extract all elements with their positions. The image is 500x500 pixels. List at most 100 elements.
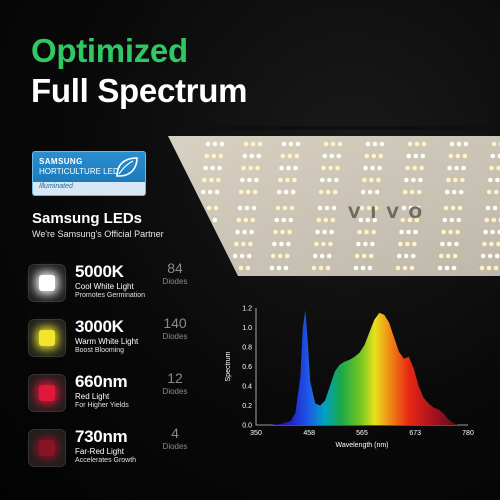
panel-led-dot bbox=[479, 265, 485, 271]
y-tick-label: 0.2 bbox=[242, 403, 252, 410]
panel-led-dot bbox=[458, 189, 464, 195]
panel-led-dot bbox=[373, 205, 379, 211]
panel-led-dot bbox=[411, 177, 416, 183]
panel-led-dot bbox=[326, 253, 332, 259]
panel-led-dot bbox=[370, 241, 375, 247]
panel-led-dot bbox=[484, 217, 490, 223]
panel-led-dot bbox=[398, 241, 403, 247]
led-count-label: Diodes bbox=[162, 442, 188, 451]
panel-led-dot bbox=[366, 205, 372, 211]
led-name: Cool White Light bbox=[75, 282, 134, 291]
panel-led-dot bbox=[321, 165, 326, 171]
panel-led-dot bbox=[325, 265, 331, 271]
panel-led-dot bbox=[285, 177, 290, 183]
panel-led-dot bbox=[255, 165, 260, 171]
panel-led-dot bbox=[376, 177, 381, 183]
panel-led-dot bbox=[412, 165, 417, 171]
panel-led-dot bbox=[365, 217, 371, 223]
panel-led-dot bbox=[217, 165, 222, 171]
panel-led-dot bbox=[247, 177, 252, 183]
panel-led-dot bbox=[396, 253, 402, 259]
panel-led-dot bbox=[409, 265, 415, 271]
panel-led-dot bbox=[369, 177, 374, 183]
panel-led-dot bbox=[372, 141, 378, 147]
led-swatch bbox=[28, 264, 66, 302]
panel-led-dot bbox=[246, 253, 252, 259]
panel-led-dot bbox=[331, 205, 337, 211]
y-tick-label: 1.2 bbox=[242, 306, 252, 313]
panel-led-dot bbox=[336, 153, 342, 159]
panel-led-dot bbox=[491, 141, 497, 147]
panel-led-dot bbox=[416, 189, 422, 195]
panel-led-dot bbox=[449, 217, 455, 223]
panel-led-dot bbox=[463, 141, 469, 147]
panel-led-dot bbox=[445, 253, 451, 259]
panel-led-dot bbox=[405, 165, 410, 171]
panel-led-dot bbox=[486, 265, 492, 271]
panel-led-dot bbox=[240, 177, 245, 183]
leaf-icon bbox=[116, 157, 138, 177]
panel-led-dot bbox=[214, 189, 220, 195]
panel-led-dot bbox=[254, 177, 259, 183]
panel-led-dot bbox=[250, 217, 256, 223]
panel-led-dot bbox=[444, 265, 450, 271]
panel-led-dot bbox=[249, 153, 255, 159]
panel-led-dot bbox=[447, 165, 452, 171]
panel-led-dot bbox=[356, 241, 361, 247]
panel-led-dot bbox=[242, 229, 247, 235]
panel-led-dot bbox=[316, 217, 322, 223]
panel-led-dot bbox=[294, 153, 300, 159]
panel-led-dot bbox=[272, 241, 277, 247]
samsung-horticulture-badge: SAMSUNG HORTICULTURE LED Illuminated bbox=[32, 151, 146, 196]
panel-led-dot bbox=[371, 229, 376, 235]
panel-led-dot bbox=[245, 265, 251, 271]
panel-led-dot bbox=[440, 241, 445, 247]
panel-led-dot bbox=[322, 229, 327, 235]
panel-led-dot bbox=[414, 217, 420, 223]
panel-led-dot bbox=[211, 153, 217, 159]
panel-led-dot bbox=[290, 189, 296, 195]
panel-led-dot bbox=[210, 165, 215, 171]
panel-led-dot bbox=[414, 141, 420, 147]
panel-led-dot bbox=[415, 205, 421, 211]
panel-led-dot bbox=[288, 217, 294, 223]
panel-led-dot bbox=[317, 205, 323, 211]
panel-logo: VIVO bbox=[348, 203, 432, 222]
panel-led-dot bbox=[218, 153, 224, 159]
panel-led-dot bbox=[487, 253, 493, 259]
led-swatch bbox=[28, 429, 66, 467]
led-description: Accelerates Growth bbox=[75, 457, 137, 464]
panel-led-dot bbox=[280, 153, 286, 159]
panel-led-dot bbox=[330, 141, 336, 147]
led-count: 12 bbox=[167, 370, 183, 386]
panel-led-dot bbox=[249, 229, 254, 235]
panel-led-dot bbox=[412, 241, 417, 247]
panel-led-dot bbox=[205, 141, 211, 147]
panel-led-dot bbox=[451, 189, 457, 195]
panel-led-dot bbox=[279, 165, 284, 171]
brand-subtitle: We're Samsung's Official Partner bbox=[32, 229, 164, 239]
panel-led-dot bbox=[377, 165, 382, 171]
panel-led-dot bbox=[363, 241, 368, 247]
panel-led-dot bbox=[462, 153, 468, 159]
panel-led-dot bbox=[402, 189, 408, 195]
led-swatch bbox=[28, 374, 66, 412]
led-color-dot bbox=[39, 440, 55, 456]
panel-led-dot bbox=[321, 241, 326, 247]
panel-led-dot bbox=[367, 265, 373, 271]
panel-led-dot bbox=[408, 205, 414, 211]
x-tick-label: 458 bbox=[303, 430, 315, 437]
panel-led-dot bbox=[450, 205, 456, 211]
panel-led-dot bbox=[447, 241, 452, 247]
panel-led-dot bbox=[276, 189, 282, 195]
panel-led-dot bbox=[241, 165, 246, 171]
panel-led-dot bbox=[420, 153, 426, 159]
panel-led-dot bbox=[400, 217, 406, 223]
panel-led-dot bbox=[213, 205, 219, 211]
led-description: Boost Blooming bbox=[75, 347, 125, 354]
panel-led-dot bbox=[368, 253, 374, 259]
panel-led-dot bbox=[354, 253, 360, 259]
panel-led-dot bbox=[275, 205, 281, 211]
panel-led-dot bbox=[455, 229, 460, 235]
chart-y-axis-label: Spectrum bbox=[225, 351, 232, 381]
